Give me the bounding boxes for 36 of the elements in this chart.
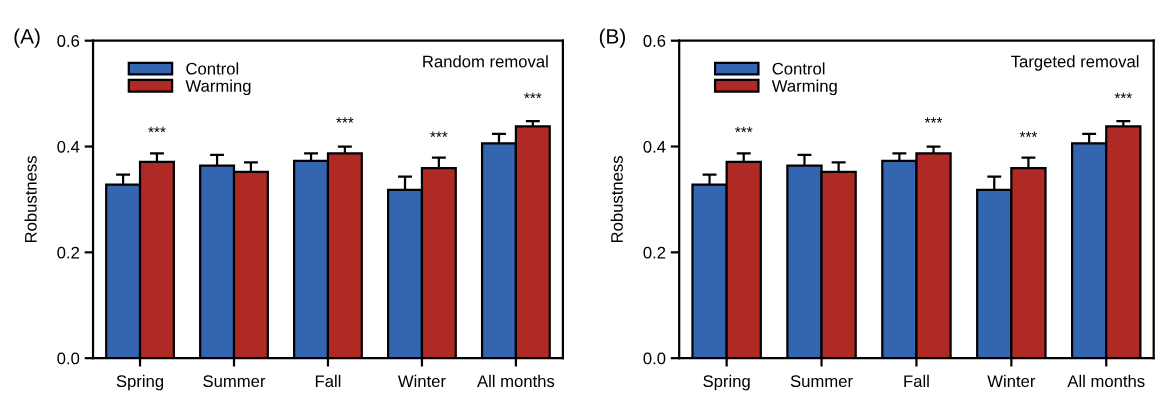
y-tick-label: 0.6	[57, 35, 80, 47]
annotation: ***	[1114, 92, 1133, 99]
y-axis-title: Robustness	[24, 156, 37, 243]
x-tick-label: Spring	[703, 374, 750, 391]
y-tick-label: 0.0	[643, 352, 666, 365]
annotation: ***	[924, 117, 943, 123]
annotation: ***	[336, 117, 354, 123]
y-tick-label: 0.4	[643, 140, 666, 153]
annotation: ***	[430, 131, 448, 137]
x-tick-label: Winter	[397, 374, 446, 388]
x-tick-label: Summer	[790, 375, 853, 388]
x-tick-label: Winter	[987, 374, 1036, 388]
y-tick-label: 0.2	[643, 246, 666, 259]
legend-label: Warming	[185, 79, 251, 96]
annotation: ***	[524, 92, 542, 99]
y-axis-title: Robustness	[610, 156, 623, 243]
y-tick-label: 0.4	[57, 140, 80, 153]
chart-title: (B)	[599, 28, 625, 48]
chart-title: (A)	[14, 28, 40, 48]
x-tick-label: Spring	[116, 374, 164, 391]
y-tick-label: 0.6	[643, 35, 666, 47]
x-tick-label: Summer	[203, 375, 266, 388]
y-tick-label: 0.2	[57, 246, 80, 259]
x-tick-label: All months	[477, 374, 555, 388]
annotation: ***	[735, 126, 753, 133]
text: Targeted removal	[1011, 55, 1139, 71]
legend-label: Control	[772, 62, 825, 75]
annotation: ***	[148, 126, 166, 133]
x-tick-label: Fall	[904, 374, 929, 388]
legend-label: Control	[186, 62, 239, 75]
x-tick-label: Fall	[315, 374, 341, 388]
y-tick-label: 0.0	[57, 352, 80, 365]
text: Random removal	[423, 55, 548, 68]
annotation: ***	[1019, 131, 1038, 137]
legend-label: Warming	[771, 79, 837, 96]
x-tick-label: All months	[1067, 374, 1145, 388]
